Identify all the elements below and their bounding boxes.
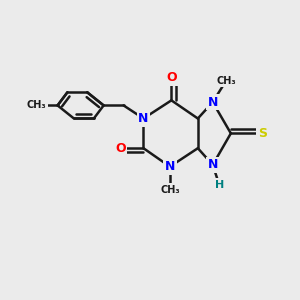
Text: CH₃: CH₃ bbox=[26, 100, 46, 110]
Text: O: O bbox=[115, 142, 126, 155]
Text: H: H bbox=[214, 180, 224, 190]
Text: N: N bbox=[165, 160, 175, 173]
Text: S: S bbox=[258, 127, 267, 140]
Text: O: O bbox=[166, 71, 177, 84]
Text: N: N bbox=[208, 158, 218, 171]
Text: N: N bbox=[208, 96, 218, 109]
Text: CH₃: CH₃ bbox=[160, 184, 180, 194]
Text: CH₃: CH₃ bbox=[216, 76, 236, 86]
Text: N: N bbox=[138, 112, 148, 125]
